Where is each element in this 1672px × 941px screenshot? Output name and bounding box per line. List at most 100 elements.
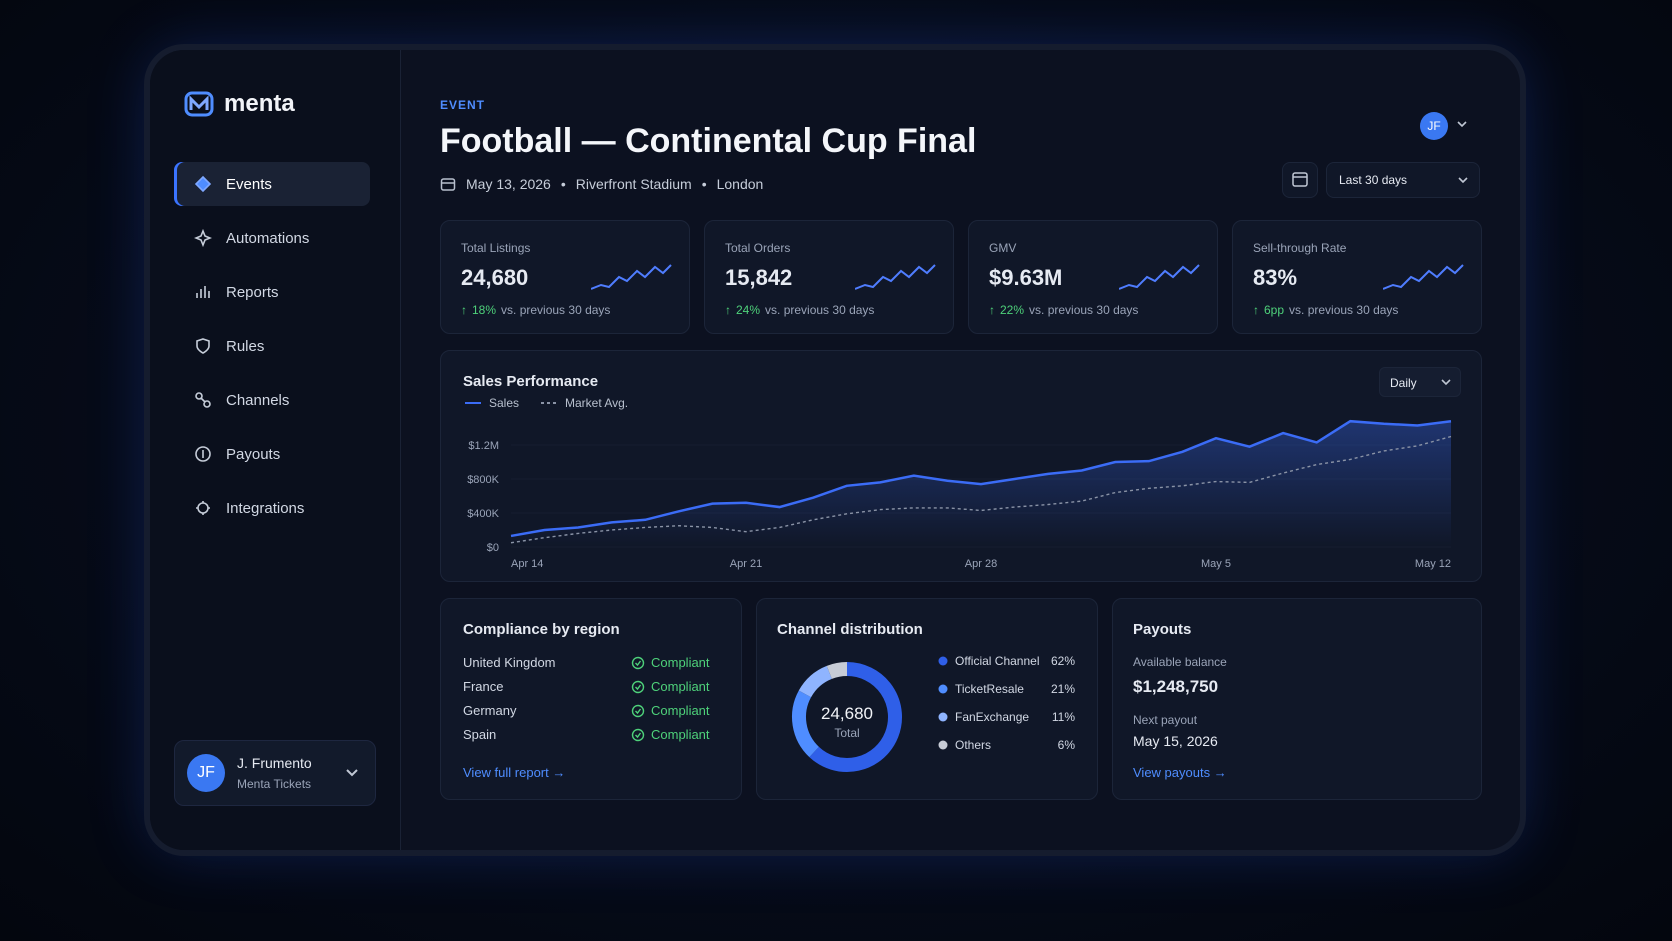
check-circle (631, 656, 645, 669)
nav-item[interactable]: Integrations (174, 486, 370, 530)
up-arrow: ↑ (461, 303, 467, 317)
nav-item[interactable]: Automations (174, 216, 370, 260)
region-name: France (463, 679, 504, 694)
sparkline-path (855, 264, 936, 290)
donut-chart: Official Channel 62% TicketResale 21% FanExc… (792, 654, 1075, 772)
nav-icon (194, 229, 212, 247)
sparkline-path (591, 264, 672, 290)
sparkline (855, 264, 936, 290)
kpi-change-value: 22% (1000, 303, 1025, 317)
channel-title: Channel distribution (777, 621, 923, 638)
icon-shape (194, 175, 212, 193)
nav-icon (195, 392, 211, 408)
nav-label: Integrations (226, 499, 305, 517)
user-org: Menta Tickets (237, 777, 312, 791)
check-icon (631, 680, 645, 693)
report-link[interactable]: View full report → (463, 765, 566, 780)
y-tick-label: $1.2M (468, 440, 499, 452)
interval-select[interactable]: Daily (1379, 367, 1461, 397)
chevron (1458, 177, 1468, 184)
nav-item[interactable]: Events (174, 162, 370, 206)
user-name: J. Frumento (237, 755, 312, 771)
nav-icon (196, 286, 210, 298)
brand-logo (184, 91, 214, 117)
kpi-value: 83% (1253, 265, 1298, 290)
up-arrow: ↑ (989, 303, 995, 317)
payouts-link[interactable]: View payouts → (1133, 765, 1227, 780)
header-avatar[interactable]: JF (1420, 112, 1448, 140)
nav-item[interactable]: Channels (174, 378, 370, 422)
icon-shape (196, 338, 210, 354)
nav-label: Rules (226, 337, 265, 355)
x-tick-label: May 5 (1201, 558, 1231, 570)
nav-item[interactable]: Rules (174, 324, 370, 368)
legend-dot (938, 712, 948, 722)
nav-item[interactable]: Reports (174, 270, 370, 314)
kpi-note: vs. previous 30 days (1289, 303, 1399, 317)
donut-center-label: Total (834, 726, 859, 740)
separator: • (560, 176, 566, 192)
payouts-link-text: View payouts (1133, 765, 1211, 780)
chevron (346, 769, 358, 777)
kpi-change-value: 18% (472, 303, 497, 317)
payouts-title: Payouts (1133, 621, 1192, 638)
event-date: May 13, 2026 (466, 176, 551, 192)
up-arrow: ↑ (1253, 303, 1259, 317)
sales-title: Sales Performance (463, 373, 599, 390)
calendar-button[interactable] (1282, 162, 1318, 198)
region-name: United Kingdom (463, 655, 556, 670)
series-line (510, 419, 1452, 538)
up-arrow: ↑ (725, 303, 731, 317)
interval-label: Daily (1390, 376, 1417, 390)
donut-segment (792, 690, 820, 758)
range-select[interactable]: Last 30 days (1326, 162, 1480, 198)
legend-dot (938, 684, 948, 694)
status-text: Compliant (651, 679, 710, 694)
sidebar: menta Events Automations Reports Rules Chann… (150, 50, 401, 850)
x-tick-label: Apr 14 (511, 558, 543, 570)
legend-label: Official Channel (955, 654, 1040, 668)
donut-segment (809, 662, 902, 772)
channel-card: Channel distribution Official Channel 62%… (756, 598, 1098, 800)
region-name: Spain (463, 727, 497, 742)
sparkline (1383, 264, 1464, 290)
kpi-card: Sell-through Rate 83% ↑ 6pp vs. previous 30 … (1232, 220, 1482, 334)
kpi-value: 24,680 (461, 265, 529, 290)
calendar-icon (440, 178, 456, 191)
x-tick-label: Apr 21 (730, 558, 762, 570)
nav-item[interactable]: Payouts (174, 432, 370, 476)
check-circle (631, 704, 645, 717)
sparkline (591, 264, 672, 290)
nav-icon (195, 446, 211, 462)
value-label: 62% (1051, 654, 1075, 668)
check-icon (631, 656, 645, 669)
value-label: 11% (1052, 710, 1075, 724)
check-mark (635, 684, 642, 690)
nav-icon (196, 501, 210, 515)
balance-label: Available balance (1133, 655, 1227, 669)
donut-center-value: 24,680 (821, 704, 873, 723)
kpi-change-value: 24% (736, 303, 761, 317)
kpi-change-value: 6pp (1264, 303, 1285, 317)
kpi-label: Sell-through Rate (1253, 241, 1347, 255)
range-label: Last 30 days (1339, 173, 1408, 187)
report-link-text: View full report (463, 765, 549, 780)
region-status: Compliant (631, 655, 710, 670)
user-card[interactable]: JF J. Frumento Menta Tickets (174, 740, 376, 806)
kpi-label: Total Listings (461, 241, 531, 255)
kpi-note: vs. previous 30 days (501, 303, 611, 317)
icon-shape (196, 501, 210, 515)
series-line (510, 435, 1452, 544)
y-tick-label: $800K (467, 474, 499, 486)
kpi-label: Total Orders (725, 241, 791, 255)
calendar-icon (1292, 172, 1308, 187)
kpi-card: Total Listings 24,680 ↑ 18% vs. previous 30 … (440, 220, 690, 334)
status-text: Compliant (651, 703, 710, 718)
kpi-card: Total Orders 15,842 ↑ 24% vs. previous 30 da… (704, 220, 954, 334)
nav-label: Payouts (226, 445, 281, 463)
check-mark (635, 732, 642, 738)
compliance-title: Compliance by region (463, 621, 620, 638)
check-icon (631, 728, 645, 741)
chevron (1441, 379, 1451, 386)
